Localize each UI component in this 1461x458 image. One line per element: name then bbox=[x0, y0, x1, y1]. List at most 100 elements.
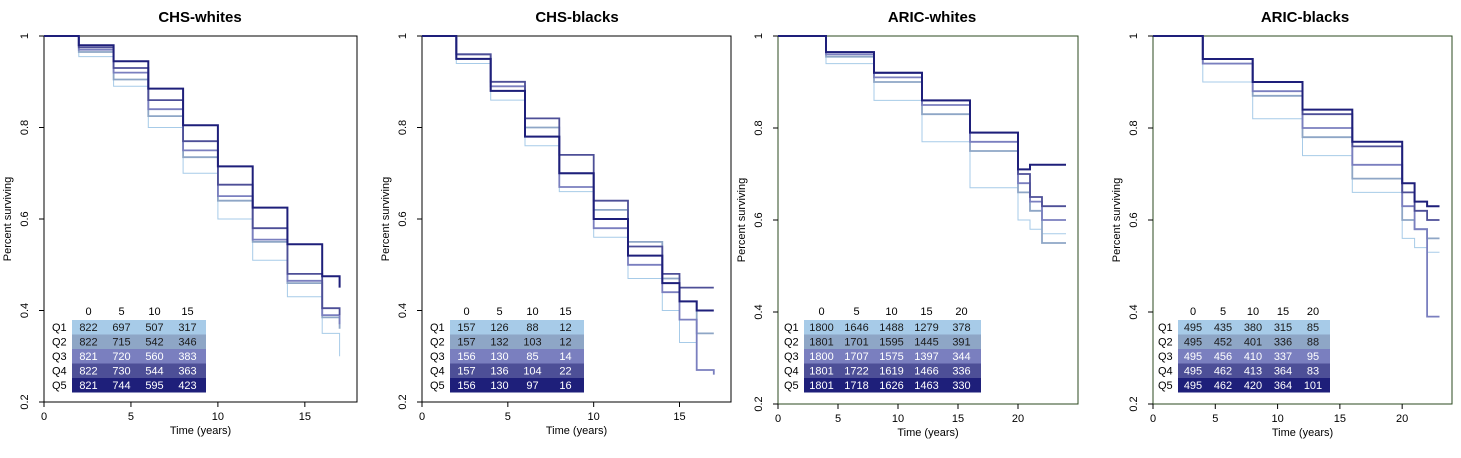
survival-curve-q1 bbox=[1153, 35, 1440, 253]
y-tick-label: 1 bbox=[397, 33, 409, 39]
risk-table-cell: 822 bbox=[79, 337, 97, 349]
risk-table-cell: 495 bbox=[1184, 351, 1202, 363]
chart-title: ARIC-blacks bbox=[1261, 9, 1349, 26]
risk-table-cell: 1800 bbox=[809, 351, 833, 363]
y-tick-label: 0.8 bbox=[1128, 120, 1140, 135]
risk-table-row-label: Q2 bbox=[52, 337, 67, 349]
risk-table-cell: 85 bbox=[1307, 322, 1319, 334]
risk-table-cell: 391 bbox=[952, 337, 970, 349]
risk-table-cell: 542 bbox=[145, 337, 163, 349]
risk-table-cell: 157 bbox=[457, 337, 475, 349]
x-tick-label: 15 bbox=[952, 413, 964, 425]
risk-table-cell: 12 bbox=[559, 322, 571, 334]
risk-table-time-header: 10 bbox=[526, 306, 538, 318]
risk-table-cell: 1801 bbox=[809, 380, 833, 392]
risk-table-cell: 1626 bbox=[879, 380, 903, 392]
risk-table-time-header: 0 bbox=[1190, 306, 1196, 318]
risk-table-cell: 88 bbox=[1307, 337, 1319, 349]
risk-table-row-label: Q5 bbox=[784, 380, 799, 392]
risk-table-cell: 103 bbox=[523, 337, 541, 349]
y-tick-label: 0.8 bbox=[397, 120, 409, 135]
risk-table-cell: 495 bbox=[1184, 322, 1202, 334]
risk-table-cell: 337 bbox=[1274, 351, 1292, 363]
survival-curve-q2 bbox=[422, 35, 714, 335]
survival-curve-q2 bbox=[1153, 35, 1440, 240]
x-tick-label: 20 bbox=[1396, 413, 1408, 425]
chart-title: CHS-whites bbox=[158, 9, 241, 26]
risk-table-cell: 16 bbox=[559, 380, 571, 392]
y-tick-label: 0.2 bbox=[1128, 396, 1140, 411]
risk-table-row-band bbox=[450, 378, 584, 393]
risk-table-time-header: 5 bbox=[1220, 306, 1226, 318]
risk-table-cell: 364 bbox=[1274, 366, 1292, 378]
risk-table-cell: 1722 bbox=[844, 366, 868, 378]
risk-table-cell: 364 bbox=[1274, 380, 1292, 392]
risk-table-time-header: 15 bbox=[559, 306, 571, 318]
x-tick-label: 10 bbox=[588, 411, 600, 423]
y-tick-label: 0.6 bbox=[753, 212, 765, 227]
risk-table-cell: 1466 bbox=[914, 366, 938, 378]
risk-table-row-label: Q3 bbox=[52, 351, 67, 363]
risk-table-cell: 130 bbox=[490, 380, 508, 392]
risk-table-cell: 156 bbox=[457, 351, 475, 363]
y-axis-label: Percent surviving bbox=[2, 177, 14, 261]
risk-table-row-label: Q4 bbox=[784, 366, 799, 378]
survival-curve-q4 bbox=[44, 35, 341, 316]
risk-table-cell: 456 bbox=[1214, 351, 1232, 363]
x-tick-label: 10 bbox=[212, 411, 224, 423]
x-tick-label: 15 bbox=[673, 411, 685, 423]
risk-table-cell: 1488 bbox=[879, 322, 903, 334]
risk-table-time-header: 5 bbox=[118, 306, 124, 318]
risk-table-row-label: Q5 bbox=[1158, 380, 1173, 392]
risk-table-cell: 157 bbox=[457, 366, 475, 378]
risk-table-cell: 156 bbox=[457, 380, 475, 392]
x-tick-label: 0 bbox=[775, 413, 781, 425]
risk-table-row-label: Q1 bbox=[52, 322, 67, 334]
risk-table-cell: 420 bbox=[1244, 380, 1262, 392]
risk-table-row-band bbox=[450, 334, 584, 349]
risk-table-row-label: Q5 bbox=[52, 380, 67, 392]
risk-table-row-label: Q1 bbox=[784, 322, 799, 334]
risk-table-row-band bbox=[450, 363, 584, 378]
risk-table-cell: 821 bbox=[79, 351, 97, 363]
y-tick-label: 0.4 bbox=[753, 304, 765, 319]
risk-table-row-band bbox=[804, 334, 981, 349]
risk-table-cell: 560 bbox=[145, 351, 163, 363]
risk-table-cell: 821 bbox=[79, 380, 97, 392]
risk-table-time-header: 15 bbox=[920, 306, 932, 318]
risk-table-cell: 1801 bbox=[809, 366, 833, 378]
x-tick-label: 20 bbox=[1012, 413, 1024, 425]
risk-table-cell: 697 bbox=[112, 322, 130, 334]
risk-table-row-band bbox=[804, 320, 981, 335]
risk-table-cell: 336 bbox=[1274, 337, 1292, 349]
risk-table-cell: 720 bbox=[112, 351, 130, 363]
risk-table-cell: 344 bbox=[952, 351, 970, 363]
x-tick-label: 5 bbox=[505, 411, 511, 423]
y-tick-label: 0.4 bbox=[397, 303, 409, 318]
risk-table-cell: 383 bbox=[178, 351, 196, 363]
risk-table-row-label: Q3 bbox=[1158, 351, 1173, 363]
risk-table-cell: 88 bbox=[526, 322, 538, 334]
y-tick-label: 1 bbox=[1128, 33, 1140, 39]
risk-table-cell: 462 bbox=[1214, 380, 1232, 392]
risk-table-time-header: 5 bbox=[853, 306, 859, 318]
risk-table-cell: 157 bbox=[457, 322, 475, 334]
x-tick-label: 15 bbox=[1334, 413, 1346, 425]
risk-table-row-label: Q5 bbox=[430, 380, 445, 392]
risk-table-time-header: 20 bbox=[1307, 306, 1319, 318]
risk-table-cell: 1445 bbox=[914, 337, 938, 349]
risk-table-time-header: 0 bbox=[463, 306, 469, 318]
risk-table-cell: 495 bbox=[1184, 337, 1202, 349]
risk-table-cell: 544 bbox=[145, 366, 163, 378]
risk-table-cell: 336 bbox=[952, 366, 970, 378]
y-tick-label: 0.2 bbox=[753, 396, 765, 411]
risk-table-row-band bbox=[72, 334, 206, 349]
survival-curve-q3 bbox=[1153, 35, 1440, 318]
risk-table-cell: 22 bbox=[559, 366, 571, 378]
survival-curve-q5 bbox=[1153, 35, 1440, 208]
risk-table-cell: 1575 bbox=[879, 351, 903, 363]
